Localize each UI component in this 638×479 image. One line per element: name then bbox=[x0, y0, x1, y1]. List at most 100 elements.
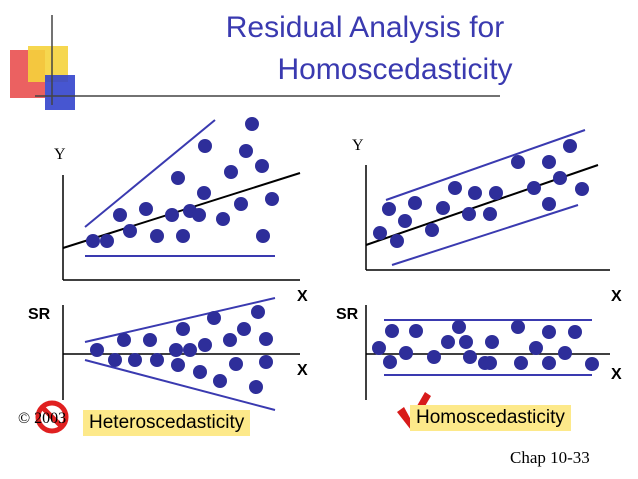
data-point bbox=[382, 202, 396, 216]
residual-point bbox=[169, 343, 183, 357]
upper-bound-line bbox=[385, 129, 586, 201]
right-residual-plot bbox=[365, 305, 610, 400]
residual-point bbox=[90, 343, 104, 357]
residual-point bbox=[514, 356, 528, 370]
left-x-axis-label: X bbox=[297, 288, 308, 305]
regression-line bbox=[62, 172, 301, 249]
residual-point bbox=[117, 333, 131, 347]
residual-point bbox=[229, 357, 243, 371]
lower-bound-line bbox=[391, 204, 579, 266]
data-point bbox=[197, 186, 211, 200]
upper-bound-line bbox=[84, 297, 276, 343]
right-x-axis-label: X bbox=[611, 288, 622, 305]
residual-point bbox=[542, 325, 556, 339]
residual-point bbox=[529, 341, 543, 355]
data-point bbox=[256, 229, 270, 243]
left-sr-label: SR bbox=[28, 306, 51, 323]
data-point bbox=[553, 171, 567, 185]
residual-point bbox=[585, 357, 599, 371]
left-residual-plot bbox=[62, 297, 300, 411]
heteroscedasticity-badge: Heteroscedasticity bbox=[83, 410, 251, 436]
data-point bbox=[86, 234, 100, 248]
data-point bbox=[234, 197, 248, 211]
data-point bbox=[176, 229, 190, 243]
data-point bbox=[425, 223, 439, 237]
residual-point bbox=[171, 358, 185, 372]
data-point bbox=[563, 139, 577, 153]
residual-point bbox=[385, 324, 399, 338]
residual-point bbox=[485, 335, 499, 349]
residual-point bbox=[249, 380, 263, 394]
data-point bbox=[468, 186, 482, 200]
data-point bbox=[398, 214, 412, 228]
residual-point bbox=[223, 333, 237, 347]
data-point bbox=[448, 181, 462, 195]
residual-point bbox=[463, 350, 477, 364]
left-y-axis-label: Y bbox=[54, 146, 66, 163]
right-scatter-plot bbox=[365, 129, 610, 271]
data-point bbox=[171, 171, 185, 185]
right-y-axis-label: Y bbox=[352, 137, 364, 154]
right-residual-x-label: X bbox=[611, 366, 622, 383]
data-point bbox=[489, 186, 503, 200]
lower-bound-line bbox=[84, 359, 276, 411]
residual-point bbox=[511, 320, 525, 334]
residual-point bbox=[128, 353, 142, 367]
residual-point bbox=[372, 341, 386, 355]
data-point bbox=[483, 207, 497, 221]
data-point bbox=[373, 226, 387, 240]
residual-point bbox=[568, 325, 582, 339]
data-point bbox=[542, 155, 556, 169]
residual-point bbox=[259, 332, 273, 346]
residual-point bbox=[183, 343, 197, 357]
data-point bbox=[542, 197, 556, 211]
data-point bbox=[255, 159, 269, 173]
residual-point bbox=[459, 335, 473, 349]
data-point bbox=[239, 144, 253, 158]
data-point bbox=[139, 202, 153, 216]
residual-point bbox=[427, 350, 441, 364]
data-point bbox=[192, 208, 206, 222]
residual-point bbox=[150, 353, 164, 367]
title-line-2: Homoscedasticity bbox=[277, 53, 513, 86]
residual-point bbox=[143, 333, 157, 347]
data-point bbox=[245, 117, 259, 131]
residual-point bbox=[542, 356, 556, 370]
data-point bbox=[216, 212, 230, 226]
data-point bbox=[113, 208, 127, 222]
residual-point bbox=[399, 346, 413, 360]
left-residual-x-label: X bbox=[297, 362, 308, 379]
data-point bbox=[100, 234, 114, 248]
left-scatter-plot bbox=[62, 117, 301, 281]
upper-bound-line bbox=[84, 119, 216, 228]
residual-point bbox=[198, 338, 212, 352]
right-sr-label: SR bbox=[336, 306, 359, 323]
decorative-corner-squares bbox=[10, 15, 500, 110]
residual-point bbox=[207, 311, 221, 325]
residual-point bbox=[383, 355, 397, 369]
data-point bbox=[198, 139, 212, 153]
residual-point bbox=[483, 356, 497, 370]
chapter-label: Chap 10-33 bbox=[510, 448, 590, 467]
residual-point bbox=[251, 305, 265, 319]
data-point bbox=[527, 181, 541, 195]
data-point bbox=[511, 155, 525, 169]
data-point bbox=[436, 201, 450, 215]
residual-point bbox=[441, 335, 455, 349]
title-line-1: Residual Analysis for bbox=[225, 11, 505, 44]
residual-point bbox=[558, 346, 572, 360]
prohibited-icon bbox=[35, 400, 69, 434]
data-point bbox=[265, 192, 279, 206]
residual-point bbox=[409, 324, 423, 338]
data-point bbox=[150, 229, 164, 243]
copyright-text: © 2003 bbox=[18, 410, 67, 427]
homoscedasticity-badge: Homoscedasticity bbox=[410, 405, 571, 431]
data-point bbox=[390, 234, 404, 248]
residual-point bbox=[237, 322, 251, 336]
residual-point bbox=[176, 322, 190, 336]
data-point bbox=[165, 208, 179, 222]
data-point bbox=[575, 182, 589, 196]
data-point bbox=[408, 196, 422, 210]
checkmark-icon bbox=[397, 392, 431, 430]
